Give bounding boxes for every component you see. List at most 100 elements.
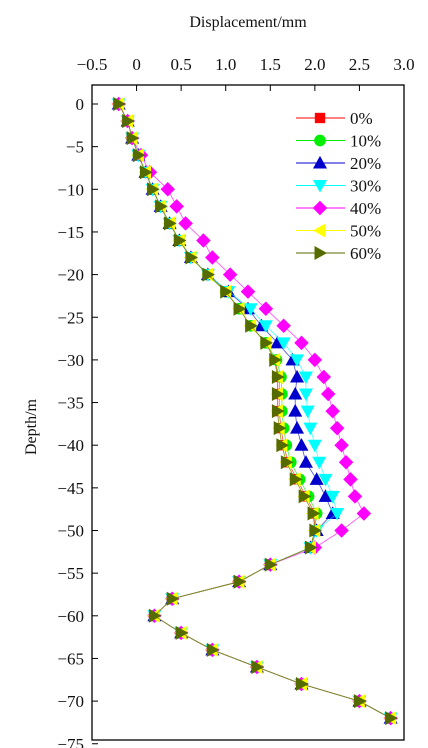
data-point (164, 216, 177, 231)
data-point (343, 472, 358, 487)
data-point (298, 455, 313, 468)
x-tick-label: 2.0 (304, 55, 325, 74)
series-layer (111, 96, 398, 726)
series-line (118, 103, 391, 719)
y-axis-label: Depth/m (23, 398, 40, 455)
data-point (347, 489, 363, 504)
data-point (243, 303, 258, 316)
legend: 0% 10% 20% 30% 40% 50% 60% (296, 109, 381, 263)
y-tick-label: −5 (66, 138, 84, 157)
data-point (276, 337, 291, 350)
data-point (312, 456, 327, 470)
legend-label: 10% (350, 132, 381, 151)
y-tick-group: 0 −5 −10 −15 −20 −25 −30 −35 −40 −45 −50 −55 −60 −65 −… (57, 95, 98, 748)
series-60pct (113, 96, 398, 726)
x-tick-label: 0 (132, 55, 141, 74)
data-point (206, 642, 220, 657)
legend-marker (314, 245, 328, 261)
data-point (385, 711, 398, 726)
data-point (258, 301, 274, 316)
legend-label: 40% (350, 199, 381, 218)
legend-marker (312, 155, 328, 169)
data-point (155, 199, 168, 214)
data-point (330, 507, 345, 521)
legend-marker (312, 200, 328, 216)
data-point (271, 404, 285, 419)
series-line (118, 103, 391, 719)
x-tick-label: 2.5 (349, 55, 370, 74)
legend-label: 20% (350, 154, 381, 173)
x-axis-label: Displacement/mm (189, 14, 307, 31)
y-tick-label: −25 (57, 308, 84, 327)
data-point (290, 421, 305, 434)
legend-marker (312, 180, 328, 193)
x-tick-group: −0.5 0 0.5 1.0 1.5 2.0 2.5 3.0 (77, 55, 415, 91)
data-point (148, 608, 162, 623)
data-point (318, 473, 333, 487)
data-point (122, 114, 135, 129)
data-point (288, 386, 303, 400)
data-point (304, 540, 318, 555)
data-point (288, 403, 303, 417)
series-line (118, 103, 391, 719)
y-tick-label: −70 (57, 692, 84, 711)
y-tick-label: −35 (57, 394, 84, 413)
data-point (222, 267, 238, 282)
y-tick-label: 0 (76, 95, 85, 114)
data-point (307, 506, 321, 521)
legend-marker (312, 223, 326, 238)
data-point (276, 318, 291, 334)
data-point (280, 455, 294, 470)
data-point (132, 148, 146, 163)
data-point (245, 318, 258, 333)
y-tick-label: −10 (57, 180, 84, 199)
data-point (251, 659, 265, 674)
data-point (294, 335, 309, 351)
y-tick-label: −45 (57, 479, 84, 498)
data-point (271, 369, 285, 384)
x-tick-label: 1.0 (215, 55, 236, 74)
data-point (300, 405, 315, 419)
data-point (175, 625, 189, 640)
data-point (303, 422, 318, 436)
y-tick-label: −20 (57, 266, 84, 285)
data-point (356, 506, 372, 521)
data-point (233, 574, 247, 589)
data-point (294, 438, 309, 451)
data-point (316, 369, 332, 385)
data-point (290, 354, 305, 368)
data-point (126, 131, 140, 146)
data-point (309, 523, 322, 538)
data-point (260, 335, 273, 350)
data-point (185, 250, 199, 265)
data-point (240, 284, 256, 299)
data-point (334, 523, 349, 538)
legend-marker (314, 134, 326, 147)
data-point (298, 388, 313, 402)
data-point (166, 591, 180, 606)
data-point (295, 677, 309, 692)
data-point (298, 489, 312, 504)
y-tick-label: −40 (57, 436, 84, 455)
legend-label: 50% (350, 222, 381, 241)
y-tick-label: −75 (57, 735, 84, 748)
y-tick-label: −30 (57, 351, 84, 370)
data-point (147, 182, 160, 197)
series-line (118, 103, 391, 719)
data-point (271, 387, 285, 402)
legend-label: 30% (350, 177, 381, 196)
data-point (298, 371, 313, 385)
data-point (276, 438, 289, 453)
data-point (160, 182, 176, 197)
data-point (309, 472, 324, 485)
data-point (258, 320, 273, 333)
data-point (325, 490, 340, 504)
data-point (173, 233, 187, 248)
y-tick-label: −65 (57, 649, 84, 668)
data-point (290, 369, 305, 383)
data-point (233, 301, 247, 316)
data-point (264, 557, 278, 572)
series-line (118, 103, 391, 719)
data-point (220, 284, 233, 299)
